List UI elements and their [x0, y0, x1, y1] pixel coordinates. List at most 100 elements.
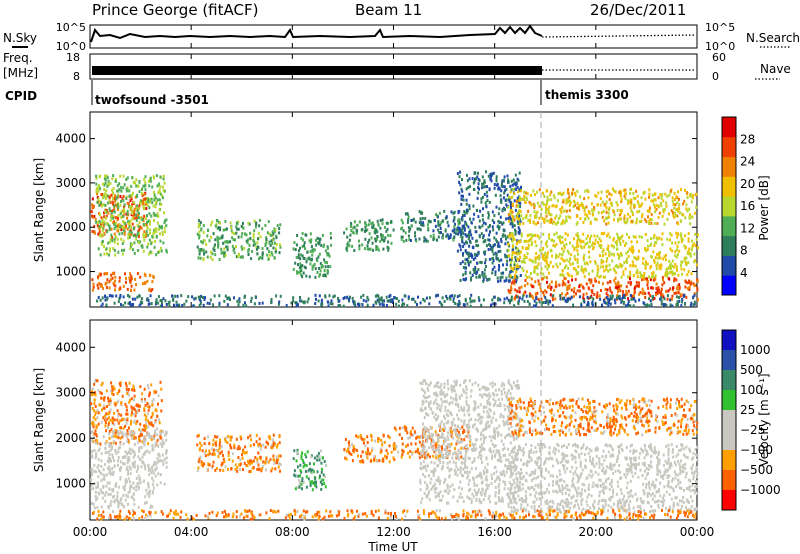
power-data-cell	[342, 304, 345, 308]
power-data-cell	[661, 214, 664, 218]
power-data-cell	[218, 258, 221, 261]
power-data-cell	[491, 268, 494, 271]
power-data-cell	[661, 276, 664, 280]
power-data-cell	[159, 185, 162, 189]
velocity-data-cell	[309, 482, 312, 486]
power-data-cell	[539, 248, 541, 252]
power-data-cell	[137, 225, 140, 228]
power-data-cell	[672, 272, 675, 276]
power-data-cell	[125, 187, 128, 191]
power-data-cell	[464, 266, 467, 270]
power-data-cell	[552, 204, 555, 208]
velocity-data-cell	[219, 440, 222, 444]
power-data-cell	[103, 222, 106, 226]
power-data-cell	[293, 241, 296, 245]
velocity-data-cell	[131, 407, 134, 411]
power-data-cell	[310, 245, 313, 249]
power-data-cell	[111, 271, 114, 275]
power-data-cell	[351, 244, 354, 248]
power-data-cell	[552, 244, 555, 247]
power-data-cell	[471, 273, 474, 277]
power-data-cell	[552, 265, 555, 269]
power-data-cell	[626, 217, 629, 221]
power-data-cell	[485, 190, 488, 194]
power-data-cell	[609, 280, 612, 284]
power-data-cell	[452, 219, 455, 223]
power-data-cell	[300, 269, 303, 273]
velocity-data-cell	[111, 467, 114, 470]
power-data-cell	[221, 236, 224, 239]
power-data-cell	[432, 238, 435, 242]
power-data-cell	[694, 232, 697, 236]
power-data-cell	[508, 199, 511, 203]
power-data-cell	[142, 184, 145, 188]
power-data-cell	[300, 253, 303, 257]
velocity-data-cell	[258, 437, 261, 441]
power-data-cell	[524, 201, 527, 205]
velocity-data-cell	[373, 455, 376, 459]
power-data-cell	[446, 220, 449, 224]
velocity-data-cell	[160, 443, 163, 447]
velocity-data-cell	[143, 452, 146, 456]
velocity-data-cell	[343, 447, 346, 451]
noise-left-tick-bottom: 10^0	[56, 40, 86, 53]
power-data-cell	[606, 288, 609, 292]
power-data-cell	[674, 272, 676, 276]
power-data-cell	[576, 271, 579, 275]
power-data-cell	[97, 247, 100, 251]
power-data-cell	[157, 251, 160, 254]
power-data-cell	[368, 232, 371, 236]
power-data-cell	[695, 263, 698, 267]
power-data-cell	[118, 182, 121, 186]
power-data-cell	[690, 281, 693, 285]
power-data-cell	[676, 248, 678, 252]
power-data-cell	[119, 225, 122, 229]
power-data-cell	[631, 211, 634, 214]
power-data-cell	[210, 235, 213, 239]
power-data-cell	[462, 245, 465, 248]
power-data-cell	[600, 261, 603, 265]
power-data-cell	[579, 195, 582, 199]
power-data-cell	[465, 234, 468, 238]
power-data-cell	[671, 304, 674, 308]
power-data-cell	[387, 221, 389, 225]
power-data-cell	[485, 244, 488, 248]
power-data-cell	[519, 205, 522, 209]
power-data-cell	[695, 238, 698, 241]
power-data-cell	[496, 257, 499, 261]
power-data-cell	[482, 278, 485, 282]
velocity-data-cell	[99, 403, 102, 407]
velocity-data-cell	[128, 450, 131, 454]
power-data-cell	[126, 186, 129, 190]
power-data-cell	[457, 303, 460, 307]
power-data-cell	[677, 209, 680, 213]
power-data-cell	[548, 212, 551, 216]
velocity-data-cell	[450, 442, 453, 446]
power-data-cell	[268, 250, 270, 253]
power-data-cell	[116, 242, 119, 246]
power-data-cell	[567, 251, 570, 255]
power-data-cell	[463, 242, 466, 246]
velocity-data-cell	[154, 429, 157, 433]
power-data-cell	[588, 211, 591, 215]
power-data-cell	[348, 299, 350, 303]
power-data-cell	[159, 299, 162, 302]
power-data-cell	[681, 298, 684, 301]
power-colorbar-segment	[722, 196, 736, 217]
power-data-cell	[512, 187, 515, 191]
velocity-data-cell	[241, 453, 243, 457]
power-data-cell	[590, 202, 593, 206]
power-data-cell	[493, 214, 496, 218]
power-data-cell	[484, 239, 487, 242]
power-data-cell	[252, 235, 255, 239]
power-data-cell	[530, 233, 533, 237]
velocity-data-cell	[159, 434, 162, 438]
velocity-data-cell	[299, 463, 302, 467]
power-data-cell	[530, 259, 533, 263]
velocity-data-cell	[410, 442, 413, 446]
power-data-cell	[438, 300, 441, 304]
power-data-cell	[323, 269, 326, 272]
power-data-cell	[165, 250, 168, 254]
power-data-cell	[443, 209, 446, 213]
power-data-cell	[376, 235, 379, 239]
